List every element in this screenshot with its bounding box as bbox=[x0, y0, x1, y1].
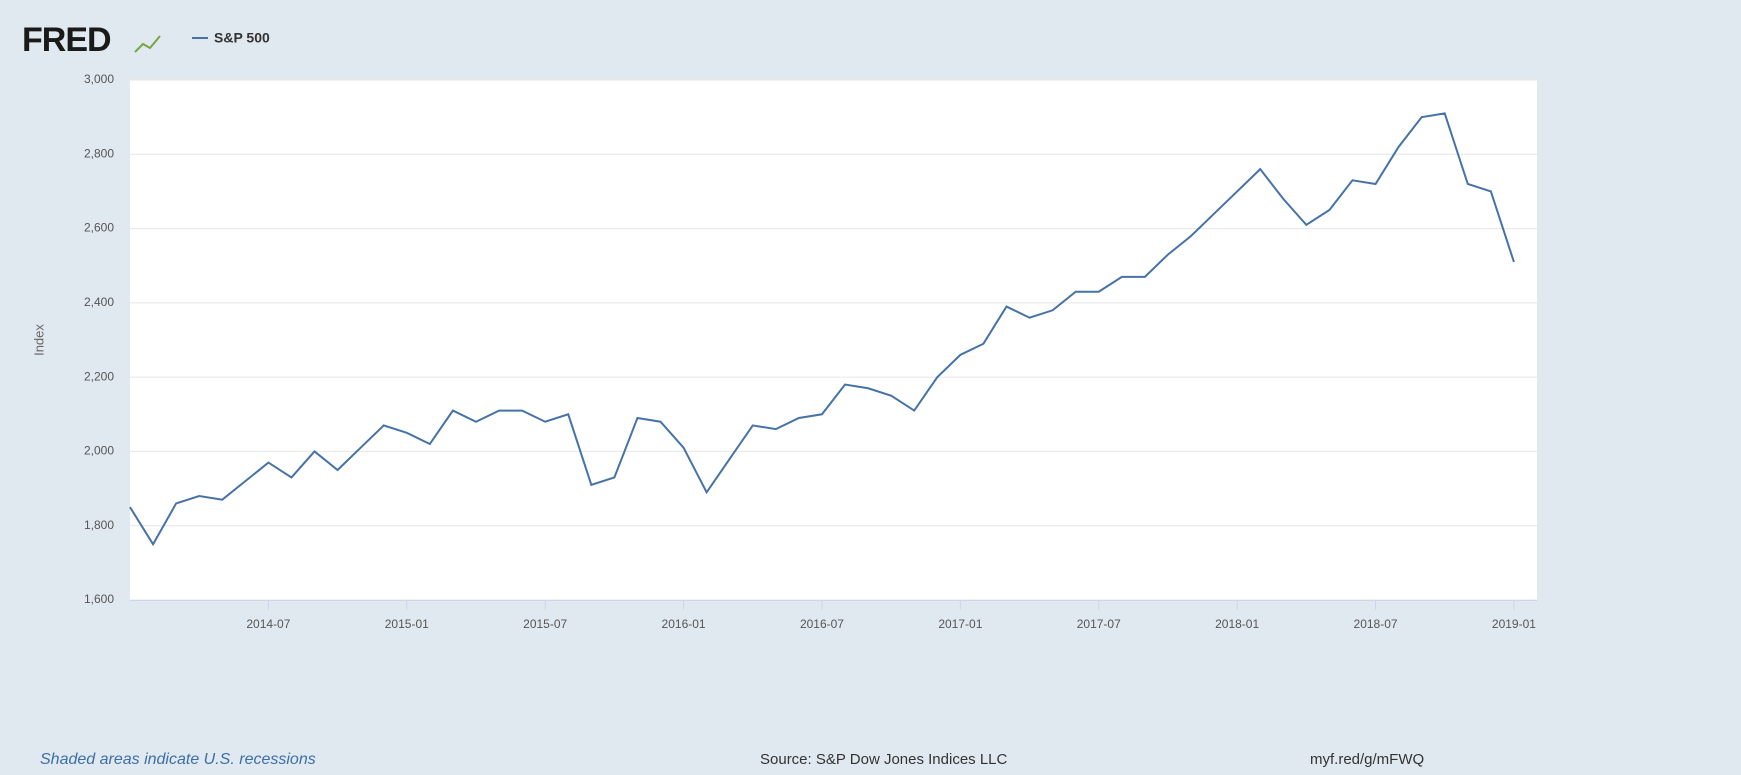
source: Source: S&P Dow Jones Indices LLC bbox=[760, 751, 1008, 768]
y-tick-label: 2,400 bbox=[84, 295, 114, 309]
y-tick-label: 1,800 bbox=[84, 518, 114, 532]
x-tick-label: 2019-01 bbox=[1492, 617, 1536, 631]
short-link[interactable]: myf.red/g/mFWQ bbox=[1310, 751, 1424, 768]
y-tick-label: 2,800 bbox=[84, 146, 114, 160]
x-tick-label: 2018-01 bbox=[1215, 617, 1259, 631]
x-tick-label: 2015-07 bbox=[523, 617, 567, 631]
y-tick-label: 2,200 bbox=[84, 369, 114, 383]
series-line bbox=[129, 112, 1515, 547]
y-axis-label: Index bbox=[31, 324, 46, 356]
logo[interactable]: FRED bbox=[22, 21, 112, 59]
y-tick-label: 1,600 bbox=[84, 592, 114, 606]
x-tick-label: 2015-01 bbox=[385, 617, 429, 631]
logo-icon bbox=[134, 35, 161, 53]
x-tick-label: 2017-01 bbox=[938, 617, 982, 631]
recession-note[interactable]: Shaded areas indicate U.S. recessions bbox=[40, 751, 316, 768]
y-tick-label: 2,600 bbox=[84, 221, 114, 235]
legend-entry: S&P 500 bbox=[214, 30, 270, 46]
y-tick-label: 2,000 bbox=[84, 444, 114, 458]
y-tick-label: 3,000 bbox=[84, 72, 114, 86]
x-tick-label: 2017-07 bbox=[1077, 617, 1121, 631]
x-tick-label: 2014-07 bbox=[246, 617, 290, 631]
x-tick-label: 2016-01 bbox=[662, 617, 706, 631]
x-tick-label: 2016-07 bbox=[800, 617, 844, 631]
plot-area bbox=[130, 80, 1537, 600]
x-tick-label: 2018-07 bbox=[1354, 617, 1398, 631]
